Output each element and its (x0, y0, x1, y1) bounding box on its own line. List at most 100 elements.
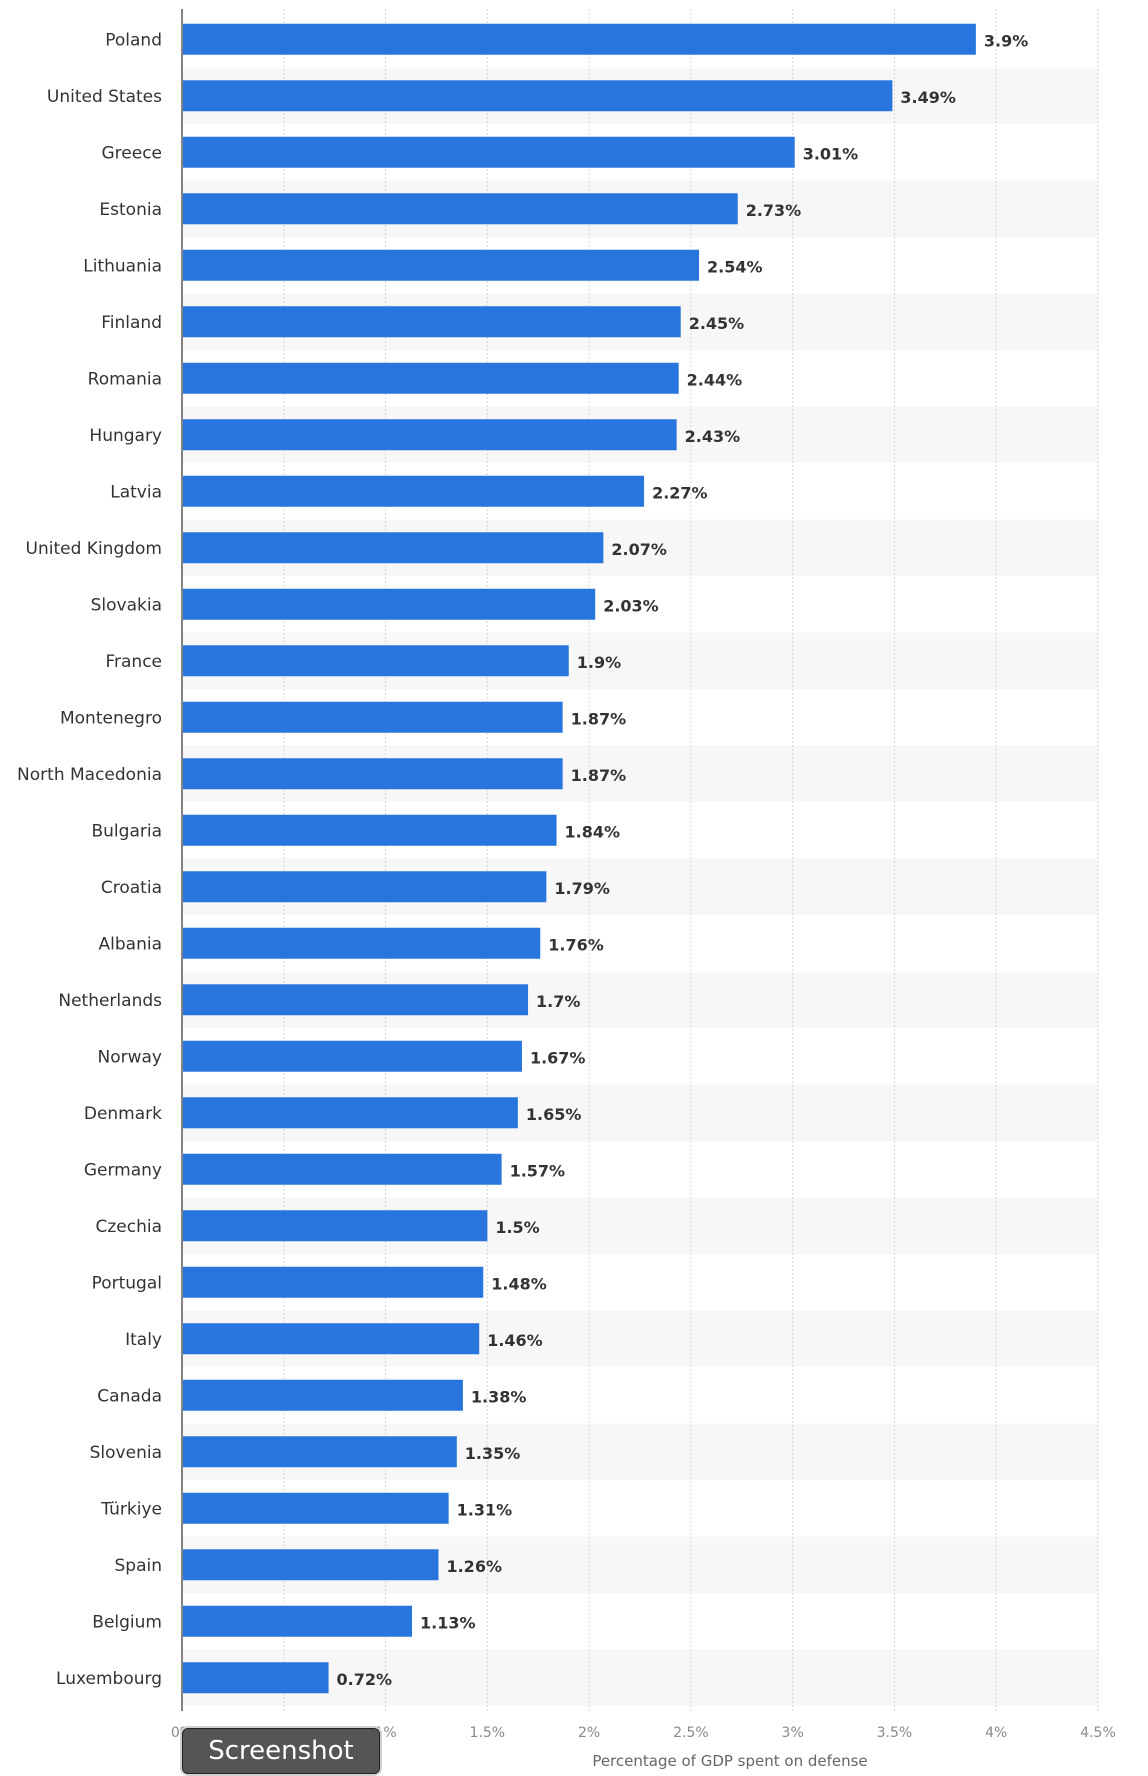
category-label: Canada (97, 1386, 162, 1406)
value-label: 1.87% (571, 709, 627, 728)
value-label: 1.26% (446, 1557, 502, 1576)
x-tick-label: 3.5% (877, 1725, 913, 1741)
bar[interactable] (183, 80, 893, 112)
value-label: 2.44% (687, 370, 743, 389)
category-label: Slovakia (91, 595, 162, 615)
category-label: France (105, 652, 162, 672)
category-label: Türkiye (100, 1499, 162, 1519)
value-label: 2.27% (652, 483, 708, 502)
value-label: 0.72% (337, 1670, 393, 1689)
screenshot-button[interactable]: Screenshot (180, 1726, 382, 1776)
bar[interactable] (183, 984, 529, 1016)
bar[interactable] (183, 419, 677, 451)
bar[interactable] (183, 136, 795, 168)
category-label: Czechia (95, 1217, 162, 1237)
category-label: Portugal (92, 1273, 162, 1293)
value-label: 2.43% (685, 427, 741, 446)
value-label: 1.48% (491, 1274, 547, 1293)
category-label: Bulgaria (92, 821, 163, 841)
bar[interactable] (183, 814, 557, 846)
value-label: 1.76% (548, 935, 604, 954)
bar[interactable] (183, 475, 645, 507)
bar[interactable] (183, 1379, 463, 1411)
bar[interactable] (183, 1436, 457, 1468)
bar[interactable] (183, 1549, 439, 1581)
bar[interactable] (183, 1153, 502, 1185)
value-label: 1.13% (420, 1613, 476, 1632)
category-label: Belgium (92, 1612, 162, 1632)
category-label: United States (47, 87, 162, 107)
category-label: Albania (99, 934, 162, 954)
category-label: Latvia (110, 482, 162, 502)
value-label: 3.01% (803, 144, 859, 163)
value-label: 2.73% (746, 201, 802, 220)
bar[interactable] (183, 193, 738, 225)
x-axis-title: Percentage of GDP spent on defense (592, 1752, 867, 1770)
category-label: Hungary (89, 426, 162, 446)
value-label: 3.9% (984, 31, 1028, 50)
bar[interactable] (183, 1266, 484, 1298)
value-label: 2.03% (603, 596, 659, 615)
category-label: Estonia (99, 200, 162, 220)
bar[interactable] (183, 1492, 449, 1524)
gridlines (181, 9, 1099, 1711)
category-label: Spain (115, 1556, 163, 1576)
bar[interactable] (183, 249, 700, 281)
category-label: Poland (105, 30, 162, 50)
bars (183, 23, 976, 1694)
category-label: Croatia (101, 878, 162, 898)
category-label: Romania (88, 369, 162, 389)
bar[interactable] (183, 701, 563, 733)
value-label: 2.45% (689, 314, 745, 333)
category-label: Denmark (84, 1104, 162, 1124)
x-tick-label: 1.5% (470, 1725, 506, 1741)
x-tick-label: 4.5% (1080, 1725, 1116, 1741)
value-label: 2.54% (707, 257, 763, 276)
value-label: 1.38% (471, 1387, 527, 1406)
category-label: Greece (101, 143, 162, 163)
bar[interactable] (183, 1210, 488, 1242)
value-label: 1.7% (536, 992, 580, 1011)
bar[interactable] (183, 645, 569, 677)
category-label: Italy (125, 1330, 162, 1350)
bar[interactable] (183, 871, 547, 903)
row-background (182, 1649, 1098, 1706)
value-label: 1.65% (526, 1105, 582, 1124)
category-label: Lithuania (83, 256, 162, 276)
x-tick-label: 3% (782, 1725, 804, 1741)
bar[interactable] (183, 1662, 329, 1694)
bar[interactable] (183, 1097, 518, 1129)
value-label: 1.5% (495, 1218, 539, 1237)
category-label: Norway (98, 1047, 163, 1067)
category-label: Germany (84, 1160, 162, 1180)
value-label: 1.9% (577, 653, 621, 672)
x-tick-label: 4% (985, 1725, 1007, 1741)
category-label: Slovenia (90, 1443, 162, 1463)
bar[interactable] (183, 1605, 413, 1637)
value-label: 1.46% (487, 1331, 543, 1350)
bar[interactable] (183, 1040, 522, 1072)
category-label: Luxembourg (56, 1669, 162, 1689)
bar[interactable] (183, 758, 563, 790)
value-label: 3.49% (900, 88, 956, 107)
category-label: Montenegro (60, 708, 162, 728)
category-labels: Poland United States Greece Estonia Lithuani… (17, 30, 162, 1689)
bar[interactable] (183, 532, 604, 564)
x-tick-label: 2% (578, 1725, 600, 1741)
category-label: Netherlands (58, 991, 162, 1011)
bar[interactable] (183, 362, 679, 394)
category-label: Finland (101, 313, 162, 333)
category-label: North Macedonia (17, 765, 162, 785)
bar[interactable] (183, 1323, 480, 1355)
bar[interactable] (183, 927, 541, 959)
bar[interactable] (183, 306, 681, 338)
value-label: 1.57% (510, 1161, 566, 1180)
value-label: 2.07% (611, 540, 667, 559)
value-labels: 3.9% 3.49% 3.01% 2.73% 2.54% 2.45% 2.44% 2.43% 2… (337, 31, 1029, 1689)
bar[interactable] (183, 588, 596, 620)
value-label: 1.87% (571, 766, 627, 785)
category-label: United Kingdom (26, 539, 162, 559)
bar[interactable] (183, 23, 976, 55)
value-label: 1.67% (530, 1048, 586, 1067)
